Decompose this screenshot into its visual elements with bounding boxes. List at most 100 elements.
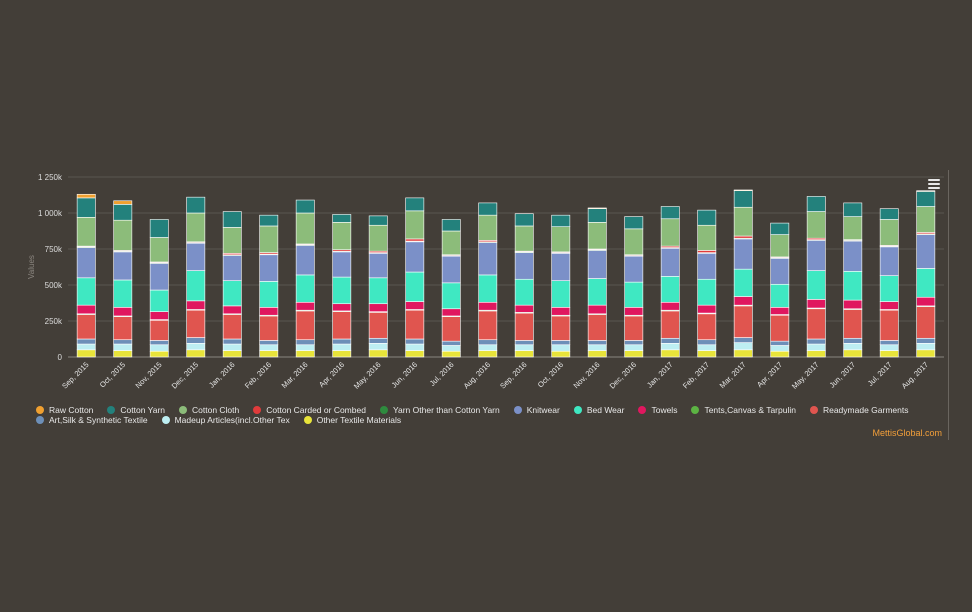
- legend-item[interactable]: Yarn Other than Cotton Yarn: [379, 405, 500, 415]
- bar-segment: [514, 304, 534, 313]
- legend-item[interactable]: Towels: [638, 405, 677, 415]
- legend-item[interactable]: Madeup Articles(incl.Other Tex: [161, 415, 290, 425]
- x-tick-label: Apr, 2016: [317, 360, 346, 389]
- legend-item[interactable]: Bed Wear: [573, 405, 624, 415]
- hamburger-menu-icon[interactable]: [926, 177, 942, 191]
- x-tick-label: Feb, 2017: [681, 360, 711, 390]
- legend-label: Towels: [651, 405, 678, 415]
- bar-segment: [624, 216, 644, 230]
- bar-segment: [405, 309, 425, 340]
- legend-item[interactable]: Readymade Garments: [809, 405, 909, 415]
- x-tick-label: Jun, 2016: [389, 360, 419, 390]
- bar-segment: [587, 250, 607, 279]
- legend-item[interactable]: Cotton Yarn: [107, 405, 165, 415]
- y-tick-label: 500k: [45, 281, 63, 290]
- bar-segment: [733, 189, 753, 191]
- legend-marker-icon: [303, 416, 312, 424]
- legend-item[interactable]: Art,Silk & Synthetic Textile: [36, 415, 148, 425]
- bar-segment: [259, 344, 279, 351]
- bar-segment: [660, 343, 680, 351]
- x-tick-label: Mar, 2017: [718, 360, 748, 390]
- bar-segment: [733, 238, 753, 270]
- bar-segment: [733, 190, 753, 208]
- bar-segment: [551, 307, 571, 316]
- bar-segment: [295, 350, 315, 358]
- bar-segment: [259, 307, 279, 316]
- bar-segment: [587, 208, 607, 223]
- legend-label: Readymade Garments: [822, 405, 909, 415]
- bar-segment: [259, 214, 279, 227]
- bar-segment: [551, 315, 571, 341]
- bar-segment: [295, 344, 315, 351]
- y-tick-label: 1 000k: [38, 209, 63, 218]
- bar-segment: [222, 280, 242, 307]
- bar-segment: [916, 234, 936, 269]
- bar-segment: [222, 211, 242, 228]
- bar-segment: [587, 278, 607, 306]
- legend-item[interactable]: Raw Cotton: [36, 405, 93, 415]
- bar-segment: [843, 349, 863, 358]
- bar-segment: [332, 251, 352, 278]
- x-tick-label: Jan, 2016: [207, 360, 237, 390]
- bar-segment: [770, 307, 790, 315]
- bar-segment: [113, 339, 133, 345]
- bar-segment: [843, 216, 863, 240]
- bar-segment: [660, 301, 680, 311]
- bar-segment: [149, 350, 169, 358]
- x-tick-label: Nov, 2016: [572, 360, 602, 390]
- bar-segment: [843, 337, 863, 344]
- bar-segment: [770, 345, 790, 352]
- bar-segment: [660, 218, 680, 247]
- x-tick-label: Jul, 2016: [428, 360, 456, 388]
- bar-segment: [770, 314, 790, 342]
- legend-item[interactable]: Cotton Carded or Combed: [253, 405, 366, 415]
- bar-segment: [770, 340, 790, 346]
- bar-segment: [587, 207, 607, 209]
- bar-segment: [624, 340, 644, 346]
- bar-segment: [478, 214, 498, 241]
- bar-segment: [259, 350, 279, 358]
- bar-segment: [332, 338, 352, 345]
- bar-segment: [660, 310, 680, 339]
- bar-segment: [733, 342, 753, 351]
- bar-segment: [222, 338, 242, 345]
- legend-marker-icon: [36, 416, 44, 424]
- bar-segment: [587, 222, 607, 250]
- bar-segment: [295, 310, 315, 341]
- x-tick-label: Sep, 2016: [498, 360, 529, 391]
- legend-item[interactable]: Tents,Canvas & Tarpulin: [691, 405, 796, 415]
- legend-item[interactable]: Other Textile Materials: [303, 415, 401, 425]
- bar-segment: [624, 315, 644, 341]
- legend-marker-icon: [107, 406, 116, 414]
- bar-segment: [405, 238, 425, 242]
- credit-label: MettisGlobal.com: [872, 428, 942, 438]
- bar-segment: [113, 279, 133, 308]
- bar-segment: [624, 281, 644, 308]
- bar-segment: [441, 340, 461, 346]
- bar-segment: [259, 340, 279, 346]
- bar-segment: [149, 237, 169, 263]
- x-tick-label: Feb, 2016: [243, 360, 273, 390]
- bar-segment: [843, 309, 863, 339]
- bar-segment: [76, 338, 96, 345]
- legend-item[interactable]: Knitwear: [513, 405, 560, 415]
- bar-segment: [186, 300, 206, 310]
- bar-segment: [76, 343, 96, 351]
- bar-segment: [806, 211, 826, 239]
- bar-segment: [624, 255, 644, 283]
- legend-item[interactable]: Cotton Cloth: [179, 405, 239, 415]
- bar-segment: [624, 228, 644, 256]
- bar-segment: [113, 251, 133, 281]
- bar-segment: [295, 245, 315, 276]
- bar-segment: [222, 255, 242, 281]
- bar-segment: [879, 208, 899, 220]
- bar-segment: [587, 350, 607, 358]
- x-tick-label: Nov, 2015: [134, 360, 164, 390]
- bar-segment: [478, 339, 498, 346]
- bar-segment: [368, 349, 388, 358]
- bar-segment: [149, 340, 169, 346]
- bar-segment: [149, 219, 169, 238]
- bar-segment: [514, 344, 534, 351]
- bar-segment: [405, 301, 425, 310]
- legend-marker-icon: [573, 406, 582, 414]
